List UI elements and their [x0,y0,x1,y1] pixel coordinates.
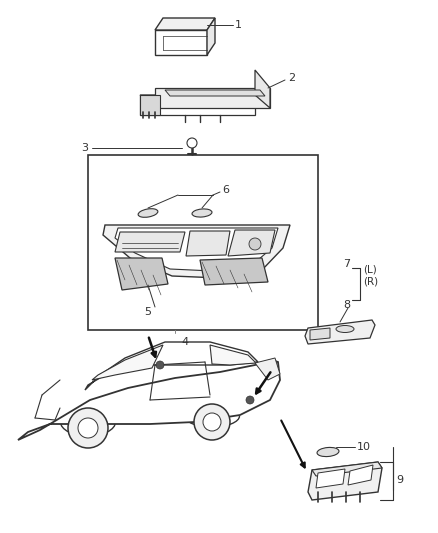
Polygon shape [140,95,270,108]
Polygon shape [140,95,160,115]
Ellipse shape [192,209,212,217]
Polygon shape [85,342,258,390]
Polygon shape [348,465,373,485]
Text: 3: 3 [81,143,88,153]
Polygon shape [140,95,255,115]
Circle shape [249,238,261,250]
Text: 5: 5 [145,307,152,317]
Polygon shape [310,328,330,340]
Ellipse shape [138,209,158,217]
Polygon shape [155,18,215,30]
Circle shape [68,408,108,448]
Polygon shape [228,230,275,256]
Polygon shape [103,225,290,278]
Circle shape [187,138,197,148]
Polygon shape [186,231,230,256]
Text: 8: 8 [343,300,350,310]
Polygon shape [115,258,168,290]
Polygon shape [115,228,278,271]
Text: (R): (R) [363,277,378,287]
Polygon shape [200,258,268,285]
Polygon shape [305,320,375,344]
Text: 2: 2 [288,73,295,83]
Text: 7: 7 [343,259,350,269]
Polygon shape [92,345,163,380]
Polygon shape [207,18,215,55]
Ellipse shape [336,326,354,333]
Circle shape [78,418,98,438]
Text: 6: 6 [222,185,229,195]
Text: (L): (L) [363,265,377,275]
Polygon shape [18,360,280,440]
Polygon shape [308,462,382,500]
Circle shape [246,396,254,404]
Polygon shape [155,88,270,108]
Circle shape [156,361,164,369]
Text: 4: 4 [181,337,189,347]
Ellipse shape [317,447,339,457]
Text: 1: 1 [235,20,242,30]
Circle shape [203,413,221,431]
Polygon shape [165,90,265,96]
Polygon shape [210,345,256,365]
Text: 9: 9 [396,475,403,485]
Text: 10: 10 [357,442,371,452]
Circle shape [194,404,230,440]
Polygon shape [115,232,185,252]
Polygon shape [312,462,382,476]
Polygon shape [255,70,270,108]
Bar [88,155,318,330]
Polygon shape [155,30,207,55]
Polygon shape [316,469,345,488]
Polygon shape [255,358,280,380]
